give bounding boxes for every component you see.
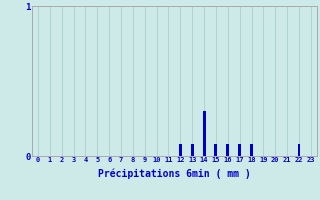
X-axis label: Précipitations 6min ( mm ): Précipitations 6min ( mm ) xyxy=(98,169,251,179)
Bar xyxy=(214,144,217,156)
Bar xyxy=(226,144,229,156)
Bar xyxy=(298,144,300,156)
Bar xyxy=(250,144,253,156)
Bar xyxy=(238,144,241,156)
Bar xyxy=(203,111,205,156)
Bar xyxy=(179,144,182,156)
Bar xyxy=(191,144,194,156)
